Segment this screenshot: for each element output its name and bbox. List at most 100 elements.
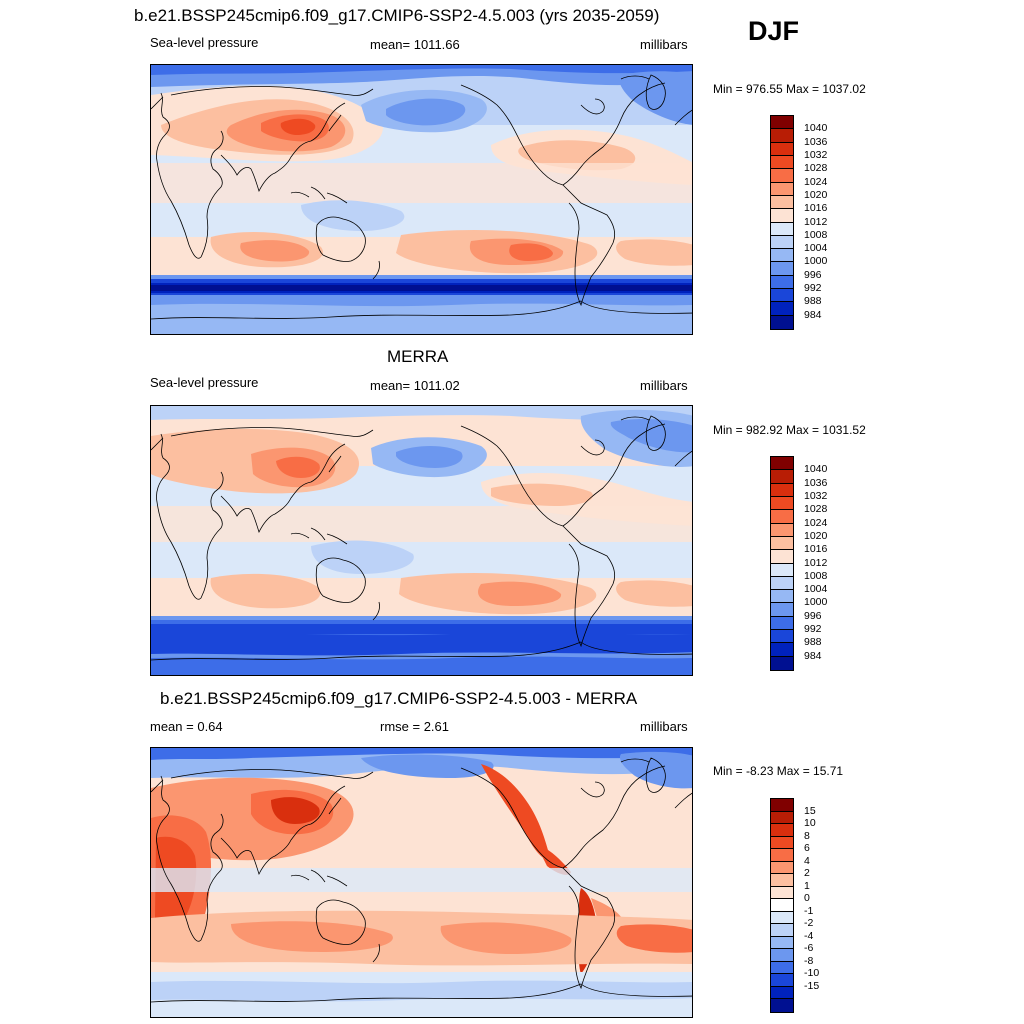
panel-diff-colorbar <box>770 798 794 1013</box>
colorbar-tick-label: 1024 <box>804 516 828 529</box>
diff-slp-field <box>151 748 692 1017</box>
colorbar-swatch <box>771 195 793 210</box>
panel-diff-rmse-label: rmse = 2.61 <box>380 719 450 734</box>
coastline <box>372 601 380 621</box>
colorbar-swatch <box>771 824 793 837</box>
coastline <box>460 765 666 869</box>
colorbar-swatch <box>771 116 793 130</box>
colorbar-swatch <box>771 603 793 617</box>
colorbar-tick-label: 988 <box>804 295 822 308</box>
colorbar-tick-label: 1012 <box>804 215 828 228</box>
panel-obs-map <box>150 405 693 676</box>
panel-diff-map <box>150 747 693 1018</box>
colorbar-tick-label: 4 <box>804 854 810 867</box>
panel-obs-colorbar <box>770 456 794 671</box>
colorbar-swatch <box>771 235 793 250</box>
colorbar-tick-label: 1016 <box>804 543 828 556</box>
colorbar-tick-label: 15 <box>804 804 816 817</box>
coastline <box>151 96 692 126</box>
coastline <box>645 415 666 451</box>
coastline <box>156 433 224 600</box>
panel-diff-units-label: millibars <box>640 719 688 734</box>
panel-obs-minmax: Min = 982.92 Max = 1031.52 <box>713 423 866 437</box>
colorbar-tick-label: 984 <box>804 649 822 662</box>
colorbar-tick-label: 1000 <box>804 255 828 268</box>
colorbar-swatch <box>771 315 793 329</box>
colorbar-swatch <box>771 129 793 143</box>
colorbar-tick-label: -6 <box>804 942 814 955</box>
colorbar-swatch <box>771 496 793 511</box>
coastline <box>328 114 342 132</box>
colorbar-swatch <box>771 616 793 631</box>
coastline <box>562 867 615 990</box>
coastline <box>645 74 666 110</box>
colorbar-tick-label: 1024 <box>804 175 828 188</box>
colorbar-tick-label: -10 <box>804 967 820 980</box>
colorbar-swatch <box>771 949 793 962</box>
colorbar-tick-label: 1028 <box>804 162 828 175</box>
obs-slp-field <box>151 406 692 675</box>
panel-model-title: b.e21.BSSP245cmip6.f09_g17.CMIP6-SSP2-4.… <box>134 6 660 25</box>
coastline <box>156 92 224 259</box>
coastline <box>170 86 374 96</box>
colorbar-tick-label: 1040 <box>804 463 828 476</box>
colorbar-swatch <box>771 510 793 524</box>
colorbar-swatch <box>771 643 793 657</box>
coastline <box>220 154 276 193</box>
colorbar-swatch <box>771 911 793 925</box>
coastline <box>156 775 224 942</box>
colorbar-swatch <box>771 974 793 987</box>
colorbar-tick-label: -4 <box>804 929 814 942</box>
colorbar-swatch <box>771 576 793 591</box>
colorbar-tick-label: 996 <box>804 268 822 281</box>
panel-model-map <box>150 64 693 335</box>
colorbar-tick-label: 2 <box>804 867 810 880</box>
colorbar-tick-label: 1008 <box>804 228 828 241</box>
colorbar-tick-label: 992 <box>804 282 822 295</box>
coastline <box>315 899 366 945</box>
coastline <box>220 495 276 534</box>
colorbar-swatch <box>771 936 793 950</box>
colorbar-tick-label: 992 <box>804 623 822 636</box>
colorbar-tick-label: 6 <box>804 842 810 855</box>
colorbar-swatch <box>771 899 793 912</box>
coastline <box>372 260 380 280</box>
colorbar-tick-label: 0 <box>804 892 810 905</box>
coastline <box>460 82 666 186</box>
colorbar-swatch <box>771 289 793 303</box>
coastline <box>151 779 692 809</box>
colorbar-swatch <box>771 874 793 887</box>
coastline <box>170 427 374 437</box>
coastline <box>274 443 346 515</box>
panel-model-mean-label: mean= 1011.66 <box>370 37 460 52</box>
colorbar-swatch <box>771 886 793 900</box>
colorbar-tick-label: 1012 <box>804 556 828 569</box>
colorbar-tick-label: -15 <box>804 979 820 992</box>
colorbar-swatch <box>771 523 793 537</box>
colorbar-tick-label: 10 <box>804 817 816 830</box>
colorbar-tick-label: 1000 <box>804 596 828 609</box>
coastline <box>372 943 380 963</box>
coastline <box>315 216 366 262</box>
coastline <box>580 758 650 798</box>
panel-obs-left-label: Sea-level pressure <box>150 375 259 390</box>
coastline <box>151 437 692 467</box>
panel-diff-title: b.e21.BSSP245cmip6.f09_g17.CMIP6-SSP2-4.… <box>160 689 638 708</box>
colorbar-swatch <box>771 656 793 670</box>
colorbar-tick-label: 1004 <box>804 583 828 596</box>
coastline <box>274 102 346 174</box>
coastline <box>460 423 666 527</box>
colorbar-swatch <box>771 182 793 196</box>
colorbar-tick-label: 1020 <box>804 529 828 542</box>
colorbar-tick-label: 1036 <box>804 476 828 489</box>
colorbar-tick-label: 1032 <box>804 148 828 161</box>
model-slp-field <box>151 65 692 334</box>
colorbar-tick-label: 1028 <box>804 503 828 516</box>
colorbar-swatch <box>771 470 793 484</box>
coastline <box>290 186 348 204</box>
colorbar-tick-label: 996 <box>804 609 822 622</box>
colorbar-swatch <box>771 849 793 862</box>
colorbar-swatch <box>771 483 793 497</box>
colorbar-tick-label: 988 <box>804 636 822 649</box>
coastline <box>315 557 366 603</box>
